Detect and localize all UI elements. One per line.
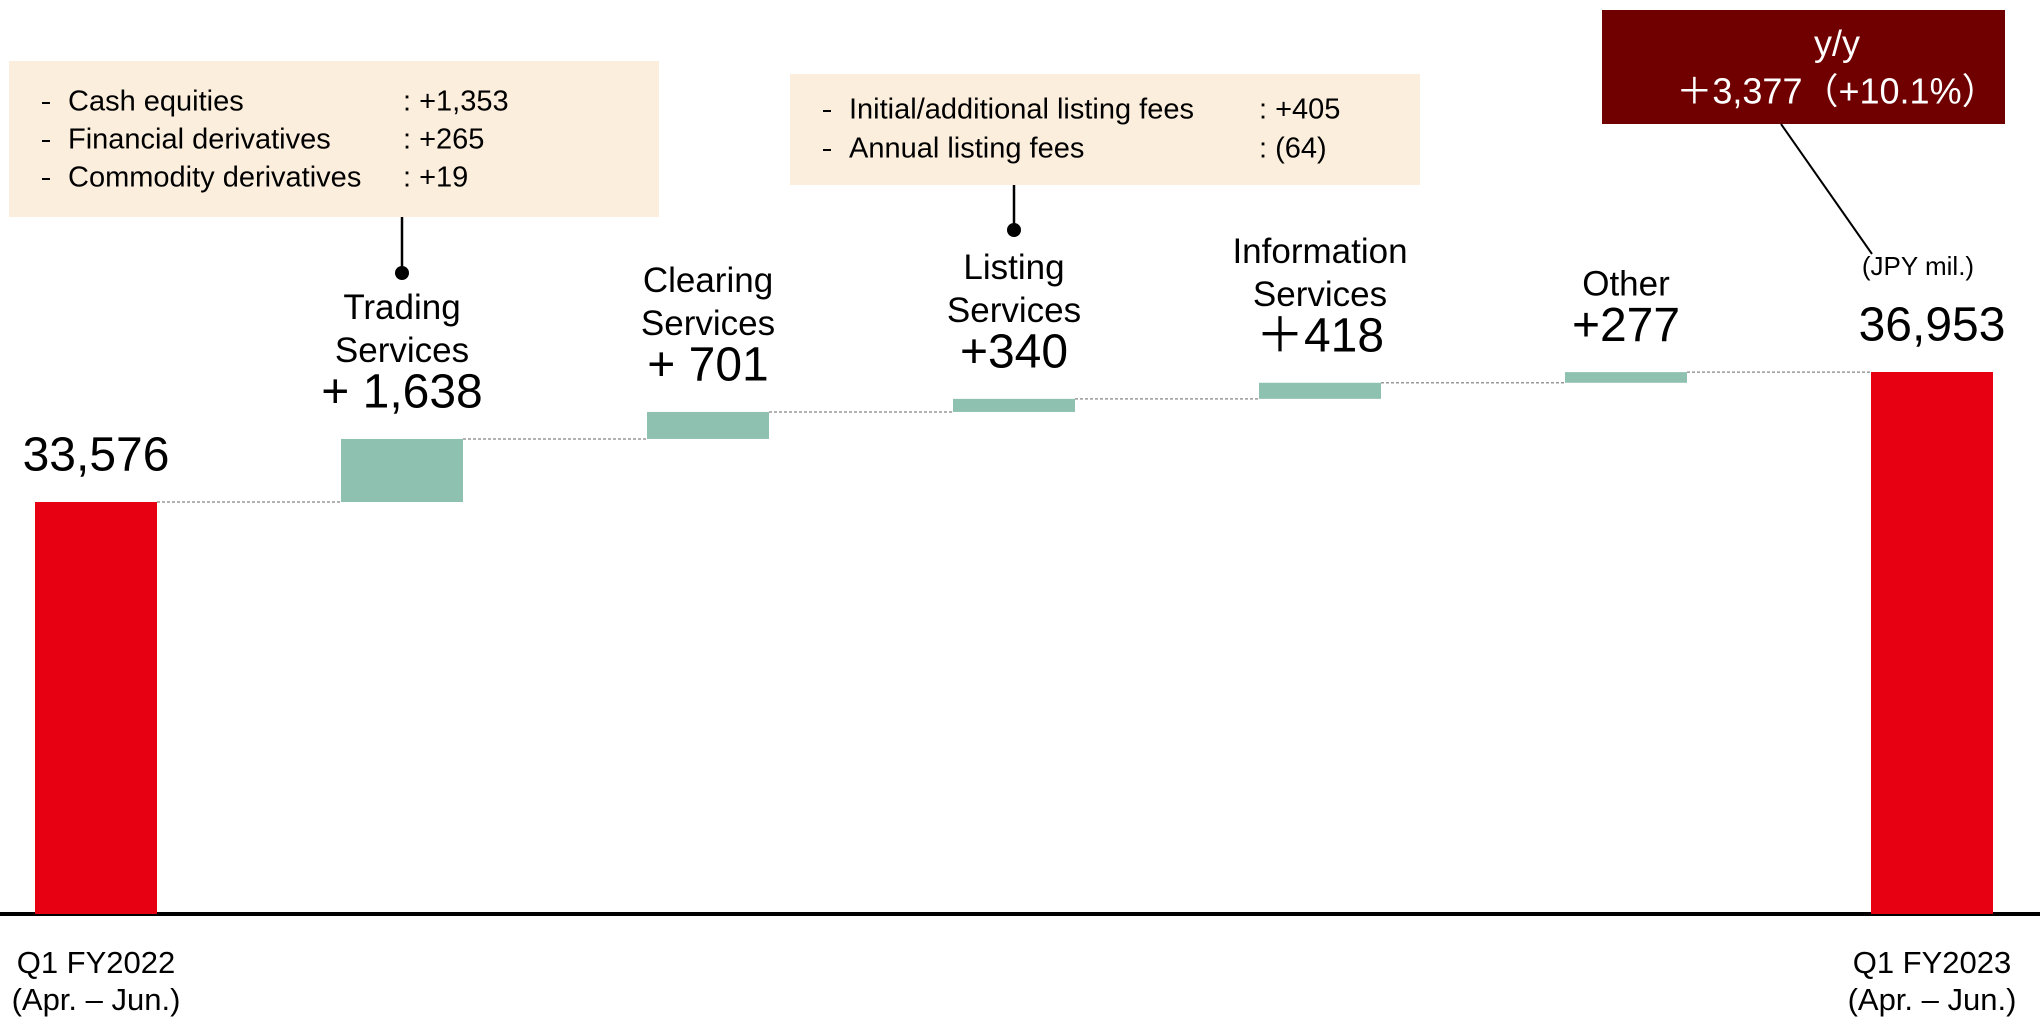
value-label: 33,576: [23, 429, 170, 482]
bullet-dash: [42, 140, 50, 142]
value-label: + 1,638: [321, 366, 482, 419]
change-box: [1602, 10, 2005, 124]
category-label: (Apr. – Jun.): [1848, 982, 2017, 1017]
value-label: 36,953: [1859, 299, 2006, 352]
category-label: Clearing: [643, 261, 773, 300]
category-label: Other: [1582, 264, 1670, 303]
bullet-dash: [823, 110, 831, 112]
change-pointer: [1780, 123, 1873, 255]
callout-box: [790, 74, 1420, 185]
value-label: +277: [1572, 299, 1680, 352]
callout-box: [9, 61, 659, 217]
unit-label: (JPY mil.): [1862, 251, 1974, 281]
change-text: ＋3,377（+10.1%）: [1676, 71, 1997, 112]
bar: [647, 411, 769, 439]
callout-dot: [1007, 223, 1021, 237]
callout-value: : +265: [403, 124, 484, 156]
category-label: Q1 FY2023: [1853, 945, 2012, 980]
category-label: (Apr. – Jun.): [12, 982, 181, 1017]
bar: [1871, 372, 1993, 914]
value-label: + 701: [647, 339, 768, 392]
callout-label: Cash equities: [68, 86, 244, 118]
bullet-dash: [42, 102, 50, 104]
callout-label: Financial derivatives: [68, 124, 331, 156]
bullet-dash: [823, 149, 831, 151]
value-label: ＋418: [1256, 309, 1384, 362]
callout-value: : +1,353: [403, 86, 509, 118]
change-title: y/y: [1814, 23, 1860, 64]
bullet-dash: [42, 178, 50, 180]
callout-value: : +19: [403, 162, 468, 194]
value-label: +340: [960, 326, 1068, 379]
bar: [35, 502, 157, 914]
category-label: Trading: [343, 288, 460, 327]
bar: [1259, 382, 1381, 399]
category-label: Information: [1232, 232, 1407, 271]
callout-value: : (64): [1259, 133, 1327, 165]
bar: [1565, 372, 1687, 383]
bar: [953, 398, 1075, 412]
category-label: Services: [335, 331, 469, 370]
category-label: Listing: [963, 248, 1064, 287]
callout-label: Annual listing fees: [849, 133, 1084, 165]
category-label: Services: [641, 304, 775, 343]
bar: [341, 438, 463, 502]
category-label: Services: [947, 291, 1081, 330]
callout-dot: [395, 266, 409, 280]
callout-label: Commodity derivatives: [68, 162, 361, 194]
category-label: Services: [1253, 275, 1387, 314]
category-label: Q1 FY2022: [17, 945, 176, 980]
callout-label: Initial/additional listing fees: [849, 94, 1194, 126]
callout-value: : +405: [1259, 94, 1340, 126]
